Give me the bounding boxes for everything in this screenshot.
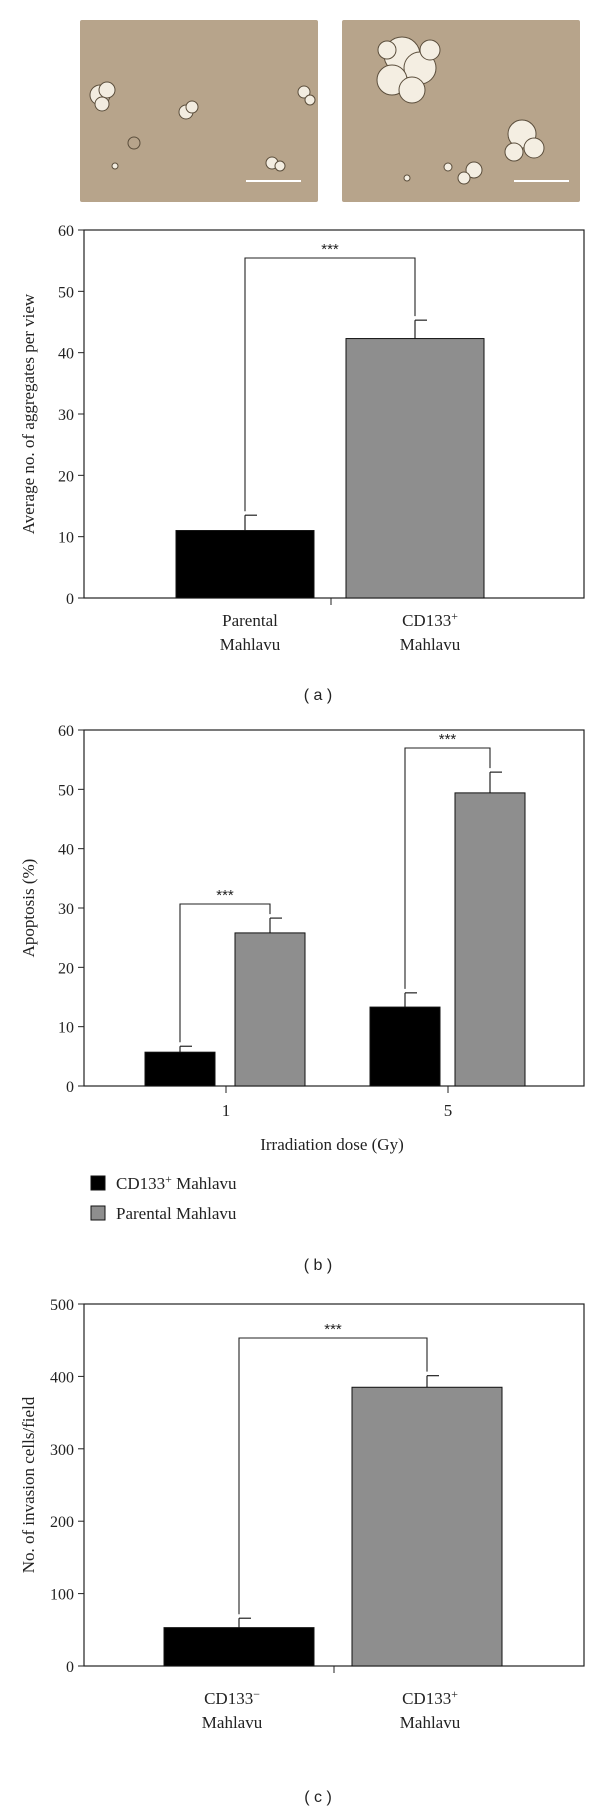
plot-frame: [83, 229, 585, 599]
y-tick-label: 30: [58, 407, 74, 424]
y-tick-label: 200: [50, 1514, 74, 1531]
plot-frame: [83, 1303, 585, 1667]
bar-cd133-negative: [163, 1627, 315, 1667]
significance-bracket: [238, 1337, 428, 1615]
x-tick-label: 5: [444, 1101, 453, 1120]
parental-micrograph: [80, 20, 318, 202]
significance-label: ***: [321, 241, 339, 258]
y-tick-label: 0: [66, 1659, 74, 1676]
significance-bracket: [404, 747, 491, 989]
y-tick-label: 20: [58, 468, 74, 485]
y-tick-label: 10: [58, 1020, 74, 1037]
chart-aggregates: 0 10 20 30 40 50 60 Average no. of aggregates p…: [19, 223, 585, 704]
y-tick-label: 60: [58, 223, 74, 240]
y-axis-label: Apoptosis (%): [19, 859, 38, 958]
significance-label: ***: [439, 731, 457, 748]
y-axis-label: No. of invasion cells/field: [19, 1396, 38, 1573]
x-category-label: Mahlavu: [202, 1713, 263, 1732]
y-tick-label: 50: [58, 782, 74, 799]
legend-swatch: [90, 1175, 106, 1191]
bar-cd133-positive: [345, 338, 485, 599]
bar-dose-5-parental: [454, 792, 526, 1087]
bar-dose-1-cd133: [144, 1051, 216, 1087]
legend-swatch: [90, 1205, 106, 1221]
panel-label-b: ( b ): [304, 1257, 332, 1274]
y-axis-label: Average no. of aggregates per view: [19, 293, 38, 534]
x-tick-label: 1: [222, 1101, 231, 1120]
y-tick-label: 10: [58, 530, 74, 547]
y-tick-label: 300: [50, 1442, 74, 1459]
legend-label: CD133+ Mahlavu: [116, 1172, 237, 1193]
chart-apoptosis: 0 10 20 30 40 50 60 Apoptosis (%) 1 *** 5 *** Irradi…: [19, 723, 585, 1274]
x-axis-label: Irradiation dose (Gy): [260, 1135, 404, 1154]
x-category-label: Parental: [222, 611, 278, 630]
y-tick-label: 400: [50, 1369, 74, 1386]
x-category-label: CD133−: [204, 1687, 260, 1708]
y-tick-label: 500: [50, 1297, 74, 1314]
y-tick-label: 0: [66, 591, 74, 608]
significance-label: ***: [216, 887, 234, 904]
y-tick-label: 0: [66, 1079, 74, 1096]
y-tick-label: 40: [58, 842, 74, 859]
y-tick-label: 20: [58, 960, 74, 977]
x-category-label: Mahlavu: [400, 1713, 461, 1732]
x-category-label: Mahlavu: [220, 635, 281, 654]
bar-dose-1-parental: [234, 932, 306, 1087]
x-category-label: CD133+: [402, 1687, 458, 1708]
x-category-label: Mahlavu: [400, 635, 461, 654]
legend-label: Parental Mahlavu: [116, 1204, 237, 1223]
significance-label: ***: [324, 1321, 342, 1338]
bar-cd133-positive: [351, 1386, 503, 1667]
panel-label-c: ( c ): [304, 1789, 332, 1806]
chart-invasion: 0 100 200 300 400 500 No. of invasion cells/fi…: [19, 1297, 585, 1806]
x-category-label: CD133+: [402, 609, 458, 630]
significance-bracket: [244, 257, 416, 512]
bar-parental: [175, 530, 315, 599]
y-tick-label: 50: [58, 284, 74, 301]
significance-bracket: [179, 903, 271, 1043]
y-tick-label: 30: [58, 901, 74, 918]
bar-dose-5-cd133: [369, 1006, 441, 1087]
panel-label-a: ( a ): [304, 687, 332, 704]
y-tick-label: 100: [50, 1587, 74, 1604]
y-tick-label: 40: [58, 346, 74, 363]
y-tick-label: 60: [58, 723, 74, 740]
cd133-micrograph: [342, 20, 580, 202]
